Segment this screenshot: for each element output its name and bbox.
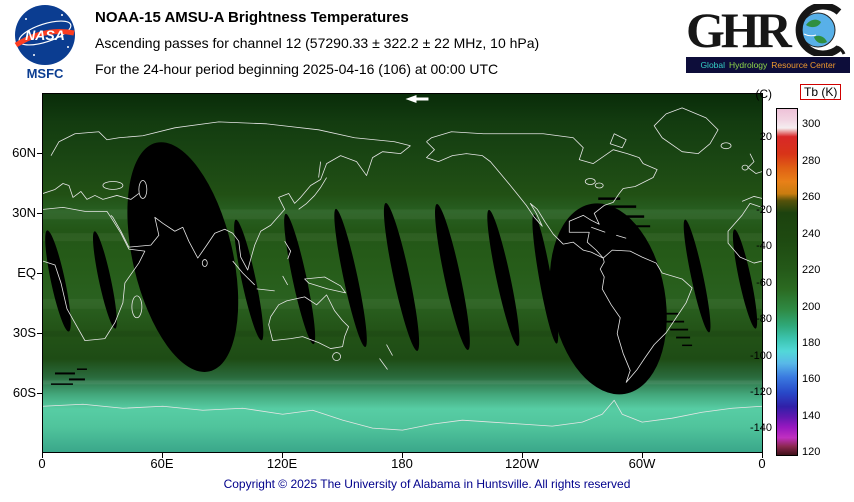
brightness-temperature-map bbox=[43, 94, 762, 452]
colorbar-celsius-tick: -100 bbox=[749, 350, 772, 362]
colorbar-celsius-tick: -80 bbox=[756, 313, 772, 325]
lon-label-0a: 0 bbox=[38, 456, 46, 471]
colorbar-kelvin-tick: 120 bbox=[802, 446, 821, 458]
axis-tick bbox=[37, 333, 42, 334]
colorbar-kelvin-header: Tb (K) bbox=[800, 84, 842, 100]
lon-label-180: 180 bbox=[391, 456, 413, 471]
lat-label-60n: 60N bbox=[12, 145, 36, 160]
ghrc-letter-c-tail bbox=[836, 45, 846, 55]
axis-tick bbox=[162, 453, 163, 458]
world-map bbox=[42, 93, 763, 453]
ghrc-logo-text: GHR bbox=[686, 4, 793, 56]
colorbar-kelvin-tick: 160 bbox=[802, 373, 821, 385]
colorbar bbox=[776, 108, 798, 456]
colorbar-kelvin-tick: 220 bbox=[802, 264, 821, 276]
swath-gaps bbox=[45, 142, 758, 395]
lon-label-60e: 60E bbox=[150, 456, 174, 471]
lon-label-0b: 0 bbox=[758, 456, 766, 471]
colorbar-celsius-tick: -20 bbox=[756, 204, 772, 216]
lon-label-120w: 120W bbox=[505, 456, 539, 471]
copyright-text: Copyright © 2025 The University of Alaba… bbox=[223, 477, 631, 491]
ghrc-globe-icon bbox=[800, 12, 836, 48]
ghrc-tagline: Global Hydrology Resource Center bbox=[686, 57, 850, 73]
subtitle-channel: Ascending passes for channel 12 (57290.3… bbox=[95, 35, 540, 51]
ghrc-tagline-global: Global bbox=[700, 60, 726, 70]
lat-label-30s: 30S bbox=[12, 325, 36, 340]
colorbar-celsius-tick: -140 bbox=[749, 422, 772, 434]
axis-tick bbox=[37, 153, 42, 154]
ghrc-logo: GHR bbox=[686, 2, 850, 61]
colorbar-kelvin-tick: 240 bbox=[802, 228, 821, 240]
axis-tick bbox=[37, 213, 42, 214]
colorbar-celsius-header: (C) bbox=[755, 87, 772, 101]
colorbar-kelvin-tick: 280 bbox=[802, 155, 821, 167]
axis-tick bbox=[402, 453, 403, 458]
msfc-label: MSFC bbox=[26, 66, 64, 81]
ghrc-tagline-resource: Resource Center bbox=[771, 60, 836, 70]
axis-tick bbox=[282, 453, 283, 458]
axis-tick bbox=[42, 453, 43, 458]
axis-tick bbox=[522, 453, 523, 458]
subtitle-period: For the 24-hour period beginning 2025-04… bbox=[95, 61, 499, 77]
colorbar-kelvin-tick: 200 bbox=[802, 301, 821, 313]
colorbar-kelvin-tick: 180 bbox=[802, 337, 821, 349]
page-title: NOAA-15 AMSU-A Brightness Temperatures bbox=[95, 9, 409, 26]
lat-label-eq: EQ bbox=[17, 265, 36, 280]
axis-tick bbox=[37, 393, 42, 394]
lat-label-30n: 30N bbox=[12, 205, 36, 220]
ghrc-tagline-hydrology: Hydrology bbox=[729, 60, 768, 70]
colorbar-kelvin-tick: 260 bbox=[802, 191, 821, 203]
colorbar-celsius-tick: -60 bbox=[756, 277, 772, 289]
left-arrow-icon bbox=[405, 94, 429, 103]
ghrc-logo-icon: GHR bbox=[686, 2, 846, 58]
lat-label-60s: 60S bbox=[12, 385, 36, 400]
lon-label-120e: 120E bbox=[266, 456, 298, 471]
colorbar-celsius-tick: 0 bbox=[765, 167, 772, 179]
colorbar-celsius-tick: -120 bbox=[749, 386, 772, 398]
axis-tick bbox=[642, 453, 643, 458]
colorbar-kelvin-tick: 140 bbox=[802, 410, 821, 422]
nasa-logo: NASA bbox=[12, 3, 78, 72]
nasa-logo-text: NASA bbox=[25, 27, 65, 43]
axis-tick bbox=[37, 273, 42, 274]
colorbar-kelvin-tick: 300 bbox=[802, 118, 821, 130]
axis-tick bbox=[762, 453, 763, 458]
ghrc-letter-c-arc bbox=[795, 2, 842, 58]
coastlines bbox=[43, 107, 762, 431]
nasa-insignia-icon: NASA bbox=[14, 5, 75, 65]
colorbar-celsius-tick: -40 bbox=[756, 240, 772, 252]
colorbar-celsius-tick: 20 bbox=[759, 131, 772, 143]
lon-label-60w: 60W bbox=[628, 456, 656, 471]
